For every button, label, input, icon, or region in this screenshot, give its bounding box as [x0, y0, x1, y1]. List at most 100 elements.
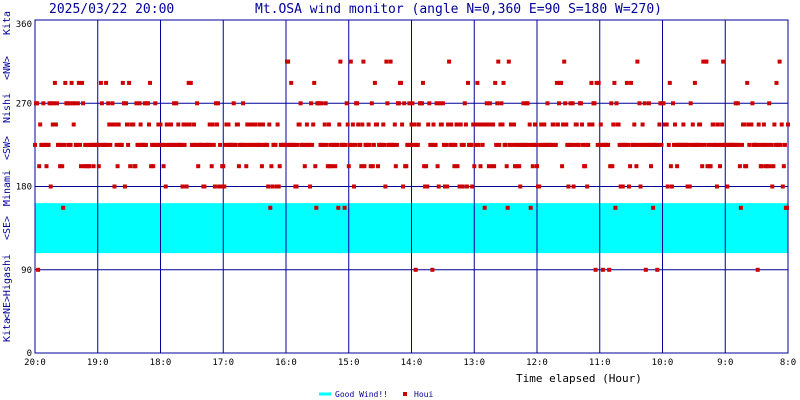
wind-point	[66, 142, 71, 147]
wind-point	[416, 122, 421, 127]
wind-point	[38, 122, 43, 127]
wind-point	[310, 142, 315, 147]
wind-point	[380, 142, 385, 147]
wind-point	[690, 122, 695, 127]
wind-point	[112, 184, 117, 189]
wind-point	[612, 80, 617, 85]
wind-point	[413, 267, 418, 272]
direction-label: Kita	[2, 11, 13, 35]
wind-point	[434, 101, 439, 106]
wind-point	[276, 184, 281, 189]
wind-point	[322, 122, 327, 127]
wind-point	[713, 142, 718, 147]
wind-point	[194, 142, 199, 147]
direction-label: Higashi	[2, 254, 13, 296]
wind-point	[686, 142, 691, 147]
wind-point	[348, 59, 353, 64]
wind-point	[72, 101, 77, 106]
direction-label: <SE>	[2, 216, 13, 240]
wind-point	[341, 142, 346, 147]
wind-point	[598, 122, 603, 127]
wind-point	[491, 122, 496, 127]
wind-point	[655, 267, 660, 272]
wind-point	[521, 101, 526, 106]
wind-point	[537, 184, 542, 189]
wind-point	[136, 142, 141, 147]
wind-point	[708, 164, 713, 169]
wind-point	[759, 164, 764, 169]
wind-point	[649, 164, 653, 169]
wind-point	[134, 101, 139, 106]
wind-point	[401, 184, 406, 189]
wind-point	[261, 122, 265, 127]
wind-point	[654, 142, 659, 147]
wind-point	[114, 142, 119, 147]
wind-point	[440, 101, 445, 106]
wind-point	[484, 101, 489, 106]
wind-point	[321, 142, 326, 147]
wind-point	[698, 122, 703, 127]
wind-point	[672, 142, 676, 147]
wind-point	[600, 267, 605, 272]
wind-point	[642, 101, 647, 106]
wind-point	[457, 184, 462, 189]
wind-point	[49, 101, 54, 106]
wind-point	[106, 101, 111, 106]
wind-point	[553, 142, 558, 147]
wind-point	[486, 164, 491, 169]
wind-point	[436, 184, 441, 189]
wind-point	[492, 164, 497, 169]
wind-point	[295, 142, 300, 147]
wind-point	[307, 142, 311, 147]
wind-point	[638, 184, 643, 189]
wind-point	[439, 122, 444, 127]
wind-point	[755, 267, 760, 272]
wind-point	[87, 164, 92, 169]
wind-point	[111, 122, 116, 127]
wind-point	[661, 101, 666, 106]
wind-point	[786, 122, 790, 127]
wind-point	[585, 184, 590, 189]
wind-point	[629, 80, 634, 85]
wind-point	[302, 164, 307, 169]
wind-point	[128, 164, 133, 169]
wind-point	[469, 142, 474, 147]
wind-point	[90, 142, 95, 147]
wind-point	[369, 101, 374, 106]
wind-point	[460, 184, 465, 189]
wind-point	[701, 59, 706, 64]
wind-point	[372, 80, 377, 85]
wind-point	[333, 164, 338, 169]
wind-point	[294, 184, 299, 189]
wind-point	[161, 164, 166, 169]
x-tick-label: 18:0	[150, 358, 172, 368]
x-tick-label: 10:0	[652, 358, 674, 368]
wind-point	[496, 59, 501, 64]
wind-point	[367, 142, 372, 147]
wind-point	[504, 164, 509, 169]
wind-point	[431, 122, 436, 127]
wind-point	[559, 80, 564, 85]
wind-point	[211, 142, 216, 147]
wind-point	[122, 184, 127, 189]
wind-point	[63, 80, 68, 85]
wind-point	[256, 142, 261, 147]
wind-point	[332, 142, 337, 147]
wind-point	[719, 142, 724, 147]
wind-point	[79, 164, 83, 169]
wind-point	[344, 101, 349, 106]
wind-point	[503, 142, 508, 147]
wind-point	[499, 101, 504, 106]
wind-point	[699, 142, 704, 147]
wind-point	[445, 184, 450, 189]
wind-point	[446, 122, 451, 127]
y-tick-label: 360	[16, 20, 32, 30]
wind-point	[705, 164, 710, 169]
wind-point	[725, 184, 730, 189]
wind-point	[746, 122, 751, 127]
wind-point	[58, 164, 63, 169]
wind-point	[514, 142, 519, 147]
wind-point	[459, 142, 464, 147]
wind-point	[441, 142, 446, 147]
wind-point	[645, 142, 650, 147]
